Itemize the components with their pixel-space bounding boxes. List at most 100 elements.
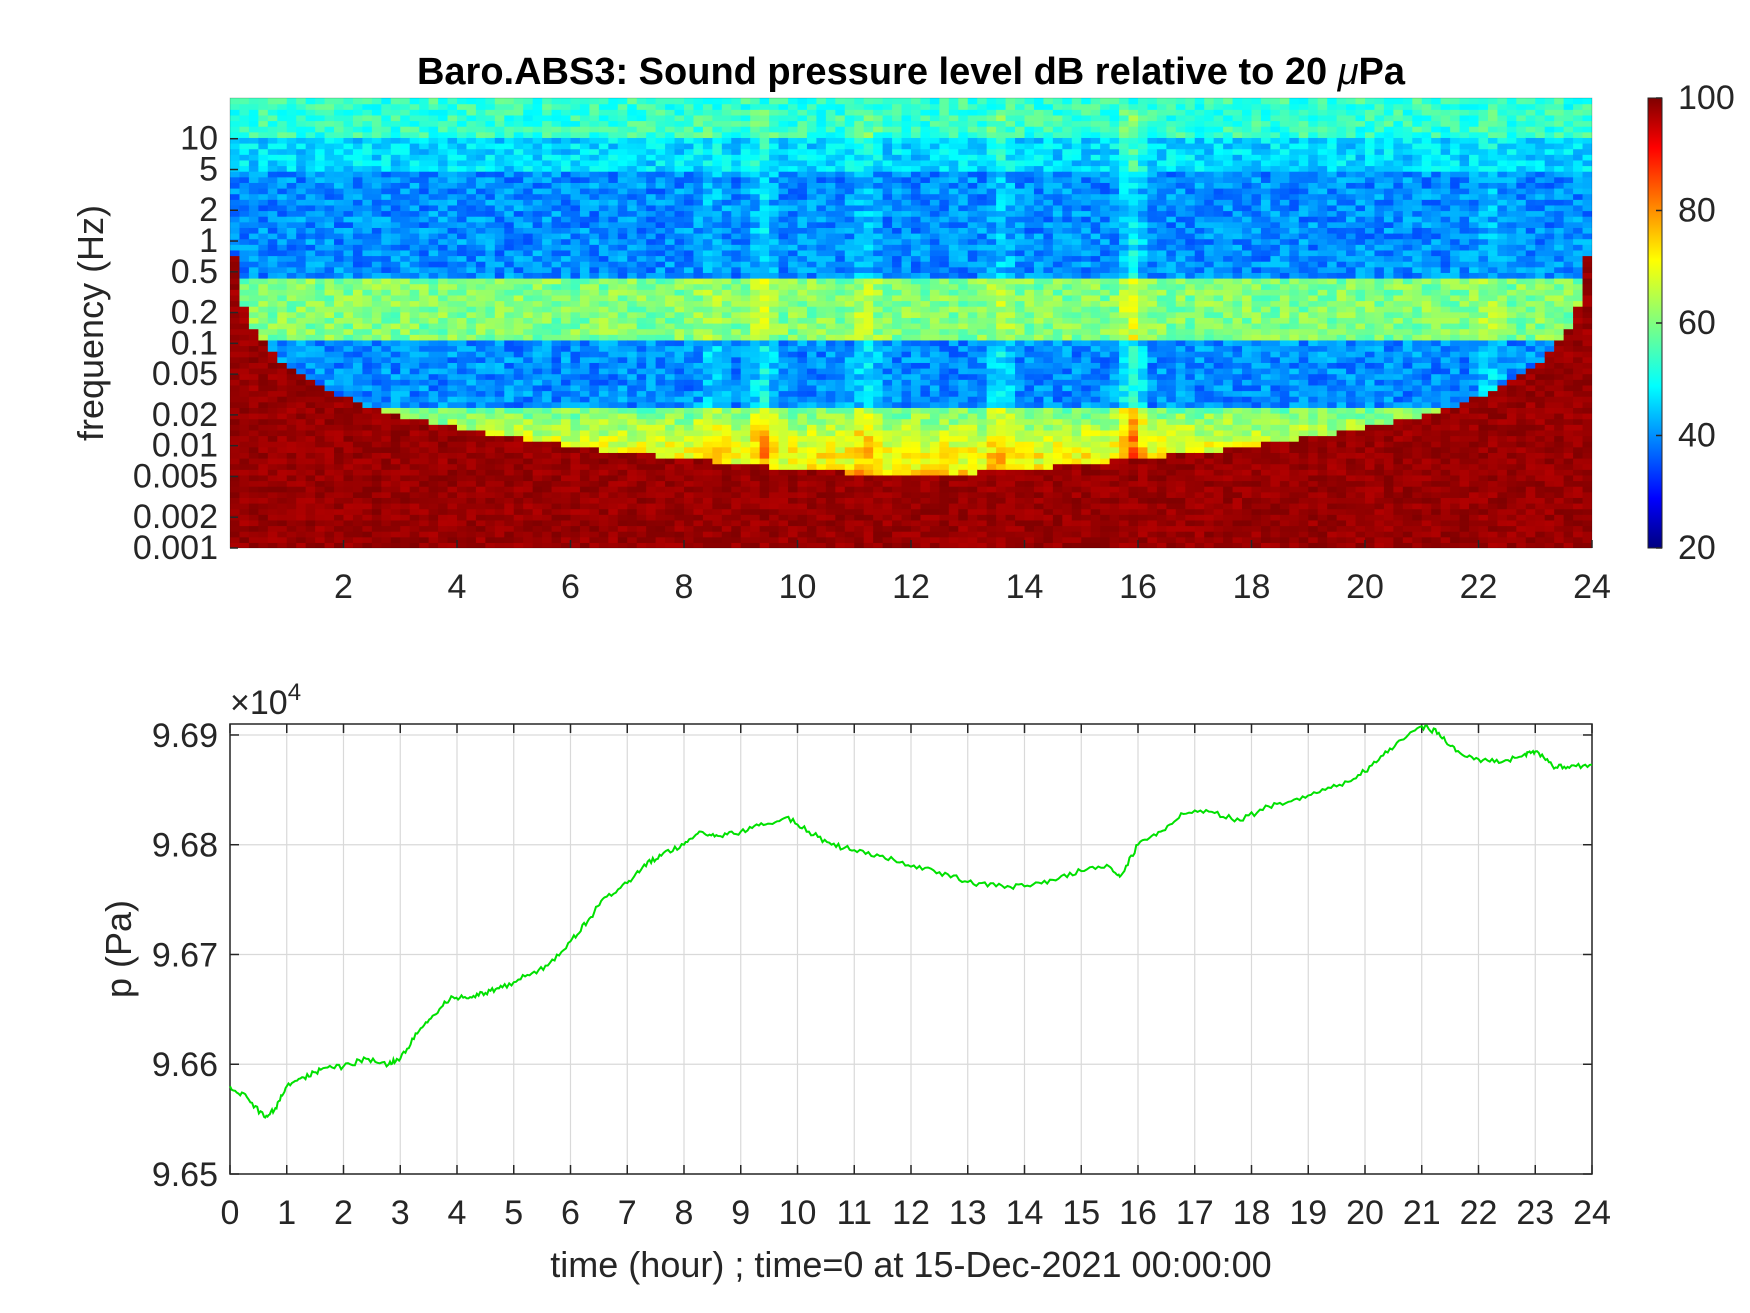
spectrogram-cell (769, 171, 780, 178)
spectrogram-cell (409, 334, 420, 341)
spectrogram-cell (352, 401, 364, 408)
spectrogram-cell (485, 266, 496, 273)
spectrogram-cell (286, 458, 297, 465)
spectrogram-cell (806, 210, 818, 217)
spectrogram-cell (608, 255, 619, 262)
spectrogram-cell (409, 188, 420, 195)
spectrogram-cell (759, 103, 770, 110)
spectrogram-cell (362, 362, 373, 369)
spectrogram-cell (457, 300, 468, 307)
spectrogram-cell (702, 300, 713, 307)
spectrogram-cell (731, 165, 742, 172)
spectrogram-cell (334, 334, 345, 341)
spectrogram-cell (248, 159, 259, 167)
spectrogram-cell (513, 176, 524, 183)
spectrogram-cell (343, 446, 354, 453)
spectrogram-cell (589, 289, 600, 296)
spectrogram-cell (806, 458, 818, 465)
spectrogram-cell (494, 300, 505, 307)
spectrogram-cell (655, 182, 666, 189)
spectrogram-cell (504, 480, 515, 487)
spectrogram-cell (258, 469, 269, 476)
spectrogram-cell (731, 266, 742, 273)
spectrogram-cell (693, 390, 704, 397)
spectrogram-cell (400, 143, 411, 150)
spectrogram-cell (684, 289, 695, 296)
spectrogram-cell (504, 221, 515, 228)
spectrogram-cell (608, 148, 619, 155)
spectrogram-cell (267, 137, 278, 144)
spectrogram-cell (655, 289, 666, 296)
spectrogram-cell (655, 362, 666, 369)
spectrogram-cell (447, 328, 458, 335)
spectrogram-cell (740, 306, 751, 313)
spectrogram-cell (457, 519, 468, 527)
spectrogram-cell (731, 345, 742, 352)
spectrogram-cell (381, 362, 392, 369)
spectrogram-cell (457, 289, 468, 296)
spectrogram-cell (684, 323, 695, 330)
spectrogram-cell (684, 137, 695, 144)
spectrogram-cell (457, 227, 468, 234)
spectrogram-cell (324, 249, 335, 257)
spectrogram-cell (731, 519, 742, 527)
spectrogram-cell (485, 424, 496, 431)
spectrogram-cell (570, 300, 581, 307)
spectrogram-cell (485, 311, 496, 318)
spectrogram-cell (579, 249, 591, 257)
spectrogram-cell (712, 266, 723, 273)
spectrogram-cell (750, 525, 761, 532)
spectrogram-cell (532, 328, 543, 335)
spectrogram-cell (230, 289, 241, 296)
spectrogram-cell (267, 474, 278, 482)
spectrogram-cell (390, 103, 401, 110)
spectrogram-cell (684, 519, 695, 527)
spectrogram-cell (239, 474, 250, 482)
spectrogram-cell (258, 491, 269, 498)
spectrogram-cell (248, 491, 259, 498)
spectrogram-cell (608, 497, 619, 504)
spectrogram-cell (693, 137, 704, 144)
spectrogram-cell (598, 261, 609, 268)
spectrogram-cell (674, 221, 685, 228)
spectrogram-cell (409, 474, 420, 482)
spectrogram-cell (248, 109, 259, 116)
spectrogram-cell (409, 379, 420, 386)
spectrogram-cell (305, 351, 316, 358)
spectrogram-cell (551, 339, 562, 347)
spectrogram-cell (475, 272, 486, 279)
spectrogram-cell (627, 345, 638, 352)
spectrogram-cell (248, 272, 259, 279)
spectrogram-cell (589, 249, 600, 257)
spectrogram-cell (731, 148, 742, 155)
spectrogram-cell (759, 390, 770, 397)
spectrogram-cell (684, 131, 695, 138)
spectrogram-cell (494, 278, 505, 285)
spectrogram-cell (277, 429, 288, 437)
spectrogram-cell (390, 503, 401, 510)
spectrogram-cell (343, 323, 354, 330)
spectrogram-cell (721, 300, 732, 307)
spectrogram-cell (277, 210, 288, 217)
spectrogram-cell (806, 238, 818, 245)
spectrogram-cell (230, 491, 241, 498)
spectrogram-cell (324, 508, 335, 515)
spectrogram-cell (390, 446, 401, 453)
spectrogram-cell (589, 233, 600, 240)
spectrogram-cell (258, 126, 269, 133)
spectrogram-cell (352, 165, 364, 172)
spectrogram-cell (570, 429, 581, 437)
spectrogram-cell (523, 480, 534, 487)
spectrogram-cell (513, 542, 524, 548)
spectrogram-cell (362, 446, 373, 453)
spectrogram-cell (636, 103, 647, 110)
spectrogram-cell (579, 401, 591, 408)
spectrogram-cell (267, 227, 278, 234)
spectrogram-cell (608, 373, 619, 380)
spectrogram-cell (343, 356, 354, 363)
spectrogram-cell (806, 120, 818, 127)
spectrogram-cell (457, 441, 468, 448)
spectrogram-cell (561, 351, 572, 358)
spectrogram-cell (636, 109, 647, 116)
spectrogram-cell (655, 114, 666, 122)
